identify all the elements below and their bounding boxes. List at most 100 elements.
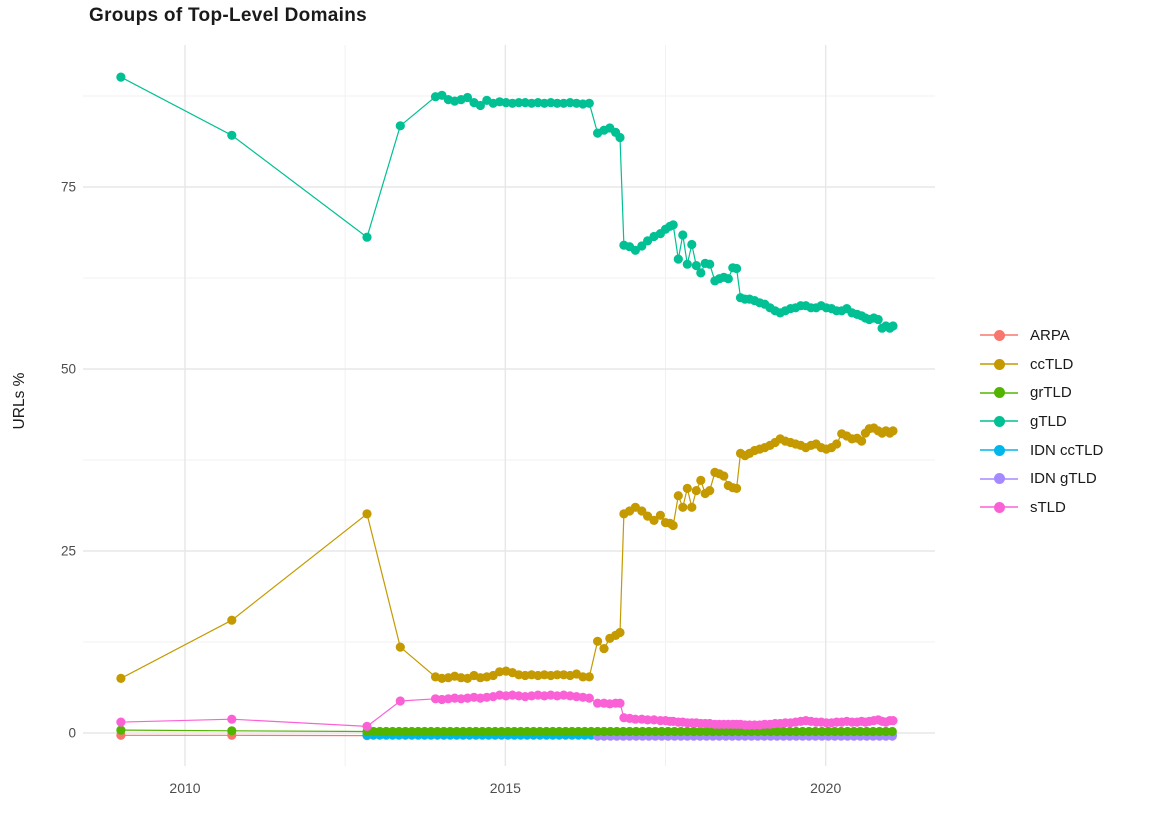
y-axis-title: URLs % bbox=[11, 372, 28, 430]
data-point bbox=[452, 726, 462, 737]
data-point bbox=[395, 642, 405, 652]
data-point bbox=[584, 98, 594, 108]
data-point bbox=[804, 726, 814, 737]
legend-item-cctld: ccTLD bbox=[980, 350, 1103, 379]
data-point bbox=[458, 726, 468, 737]
data-point bbox=[528, 726, 539, 737]
legend-key-dot bbox=[993, 501, 1005, 513]
data-point bbox=[615, 132, 625, 143]
legend-key-icon bbox=[980, 440, 1018, 460]
data-point bbox=[432, 726, 442, 737]
data-point bbox=[400, 726, 410, 737]
data-point bbox=[426, 726, 436, 737]
data-point bbox=[682, 259, 692, 269]
data-point bbox=[522, 726, 532, 737]
data-point bbox=[561, 726, 571, 737]
data-point bbox=[778, 726, 789, 737]
data-point bbox=[643, 715, 653, 725]
data-point bbox=[637, 726, 648, 737]
legend-key-icon bbox=[980, 469, 1018, 489]
data-point bbox=[420, 726, 430, 737]
data-point bbox=[227, 615, 237, 625]
data-point bbox=[874, 726, 885, 737]
data-point bbox=[732, 483, 742, 493]
data-point bbox=[791, 726, 801, 737]
data-point bbox=[678, 502, 688, 512]
data-point bbox=[798, 726, 808, 737]
legend-label: IDN gTLD bbox=[1030, 470, 1097, 488]
legend-key-dot bbox=[993, 358, 1005, 370]
data-point bbox=[676, 726, 686, 737]
legend-key-dot bbox=[993, 415, 1005, 427]
data-point bbox=[381, 726, 391, 737]
data-point bbox=[682, 726, 692, 737]
data-point bbox=[823, 726, 833, 737]
legend-label: sTLD bbox=[1030, 498, 1066, 516]
legend-item-gtld: gTLD bbox=[980, 407, 1103, 436]
x-tick-label: 2020 bbox=[810, 780, 841, 796]
legend-item-idn-gtld: IDN gTLD bbox=[980, 464, 1103, 493]
data-point bbox=[689, 726, 699, 737]
legend-label: grTLD bbox=[1030, 384, 1072, 402]
data-point bbox=[439, 726, 449, 737]
x-tick-label: 2010 bbox=[169, 780, 200, 796]
y-tick-label: 50 bbox=[61, 362, 76, 377]
x-tick-label: 2015 bbox=[490, 780, 521, 796]
data-point bbox=[687, 239, 697, 250]
data-point bbox=[766, 726, 776, 737]
data-point bbox=[630, 714, 641, 724]
data-point bbox=[615, 698, 625, 708]
data-point bbox=[705, 259, 715, 269]
data-point bbox=[881, 726, 891, 737]
data-point bbox=[580, 726, 590, 737]
data-point bbox=[673, 491, 683, 501]
data-point bbox=[584, 672, 594, 682]
data-point bbox=[691, 261, 701, 271]
y-tick-label: 0 bbox=[68, 726, 76, 741]
data-point bbox=[682, 483, 692, 493]
data-point bbox=[464, 726, 475, 737]
data-point bbox=[888, 716, 898, 726]
data-point bbox=[509, 726, 519, 737]
data-point bbox=[669, 726, 680, 737]
data-point bbox=[362, 232, 372, 242]
data-point bbox=[514, 98, 524, 108]
series-arpa bbox=[116, 730, 372, 741]
data-point bbox=[484, 726, 494, 737]
data-point bbox=[413, 726, 423, 737]
data-point bbox=[593, 726, 603, 737]
data-point bbox=[541, 726, 552, 737]
data-point bbox=[721, 726, 731, 737]
legend-key-icon bbox=[980, 354, 1018, 374]
data-point bbox=[362, 721, 372, 732]
data-point bbox=[772, 726, 782, 737]
data-point bbox=[535, 726, 545, 737]
data-point bbox=[810, 726, 821, 737]
gridlines bbox=[83, 45, 935, 766]
data-point bbox=[842, 726, 853, 737]
data-point bbox=[705, 486, 715, 496]
legend-key-icon bbox=[980, 411, 1018, 431]
data-point bbox=[612, 726, 622, 737]
data-point bbox=[593, 636, 603, 646]
legend-key-icon bbox=[980, 383, 1018, 403]
data-point bbox=[618, 726, 628, 737]
data-point bbox=[445, 726, 455, 737]
axis-labels: 0 25 50 75 2010 2015 2020 bbox=[61, 180, 842, 797]
data-point bbox=[375, 726, 385, 737]
legend-label: ccTLD bbox=[1030, 355, 1074, 373]
data-point bbox=[462, 92, 473, 103]
series-line bbox=[120, 76, 894, 330]
series-stld bbox=[116, 690, 898, 732]
data-point bbox=[862, 726, 872, 737]
data-point bbox=[368, 726, 378, 737]
data-point bbox=[696, 268, 706, 278]
data-point bbox=[657, 726, 667, 737]
data-point bbox=[605, 726, 616, 737]
data-point bbox=[567, 726, 577, 737]
data-point bbox=[868, 726, 878, 737]
data-point bbox=[696, 475, 706, 485]
data-point bbox=[695, 726, 705, 737]
data-point bbox=[586, 726, 596, 737]
